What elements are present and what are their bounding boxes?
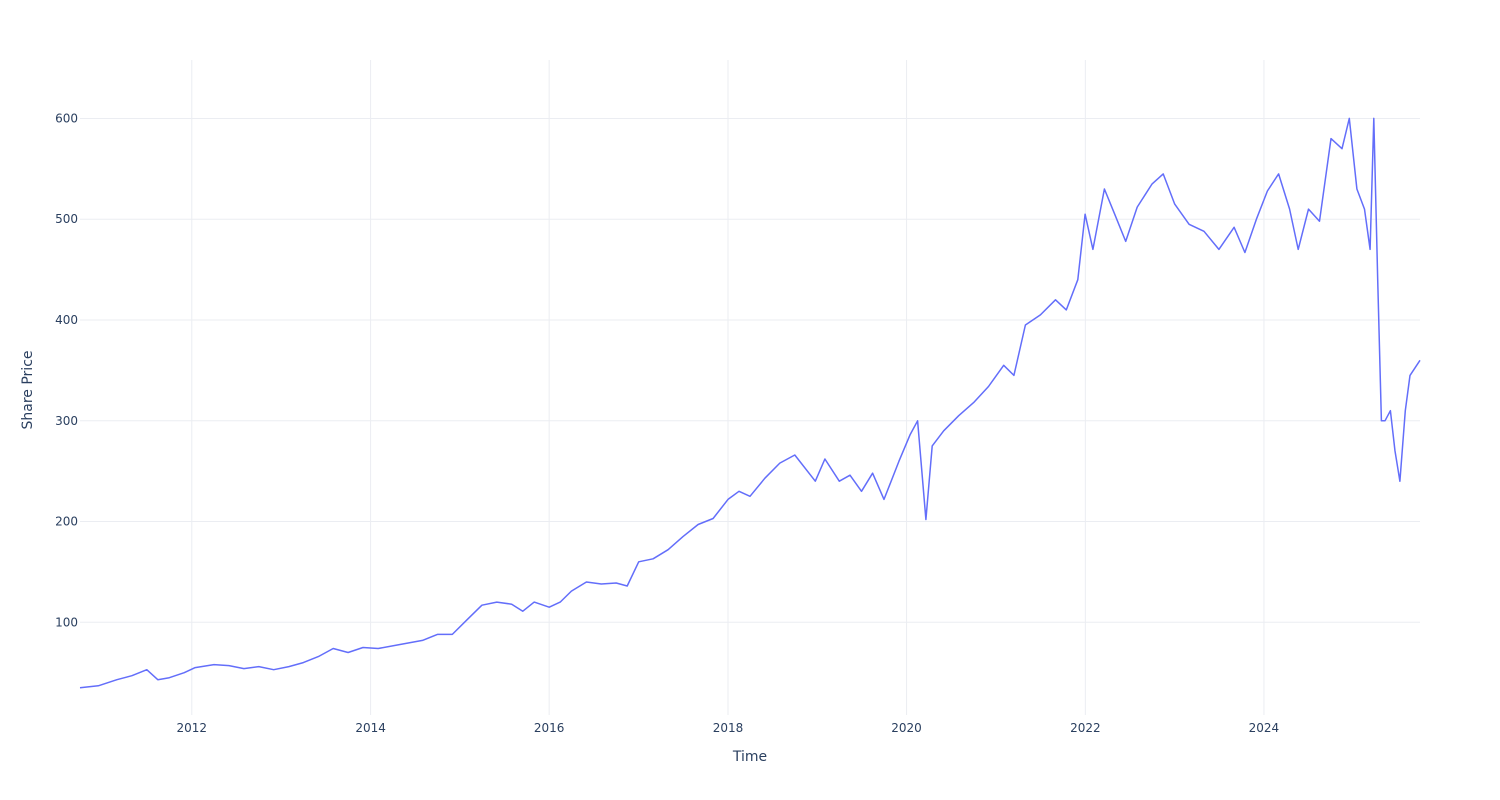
x-tick-label-2016: 2016 <box>534 721 565 735</box>
grid <box>80 60 1420 715</box>
y-tick-label-500: 500 <box>55 212 78 226</box>
y-tick-label-100: 100 <box>55 615 78 629</box>
x-tick-label-2020: 2020 <box>891 721 922 735</box>
y-axis-title: Share Price <box>20 350 36 429</box>
x-tick-label-2012: 2012 <box>177 721 208 735</box>
y-tick-label-200: 200 <box>55 515 78 529</box>
y-tick-label-600: 600 <box>55 111 78 125</box>
y-axis-ticks: 100 200 300 400 500 600 <box>55 111 78 629</box>
x-axis-title: Time <box>732 749 767 765</box>
x-tick-label-2024: 2024 <box>1249 721 1280 735</box>
series-line-0 <box>79 117 1421 689</box>
x-tick-label-2018: 2018 <box>713 721 744 735</box>
series-layer <box>79 117 1421 689</box>
x-tick-label-2014: 2014 <box>355 721 386 735</box>
x-axis-ticks: 2012 2014 2016 2018 2020 2022 2024 <box>177 721 1280 735</box>
y-tick-label-400: 400 <box>55 313 78 327</box>
y-tick-label-300: 300 <box>55 414 78 428</box>
x-tick-label-2022: 2022 <box>1070 721 1101 735</box>
